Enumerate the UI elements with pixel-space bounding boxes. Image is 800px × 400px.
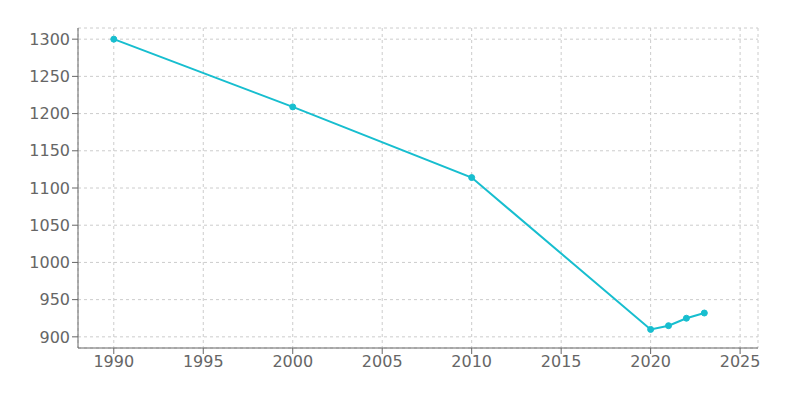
svg-text:1995: 1995 [183, 352, 224, 371]
svg-text:2005: 2005 [362, 352, 403, 371]
svg-text:1990: 1990 [93, 352, 134, 371]
svg-text:1100: 1100 [29, 179, 70, 198]
svg-text:2025: 2025 [720, 352, 761, 371]
svg-text:1300: 1300 [29, 30, 70, 49]
svg-text:2000: 2000 [272, 352, 313, 371]
svg-text:2010: 2010 [451, 352, 492, 371]
svg-text:1200: 1200 [29, 104, 70, 123]
svg-text:2015: 2015 [541, 352, 582, 371]
svg-text:1250: 1250 [29, 67, 70, 86]
svg-text:1150: 1150 [29, 141, 70, 160]
svg-text:900: 900 [39, 328, 70, 347]
svg-text:2020: 2020 [630, 352, 671, 371]
svg-text:1000: 1000 [29, 253, 70, 272]
svg-text:950: 950 [39, 290, 70, 309]
svg-text:1050: 1050 [29, 216, 70, 235]
